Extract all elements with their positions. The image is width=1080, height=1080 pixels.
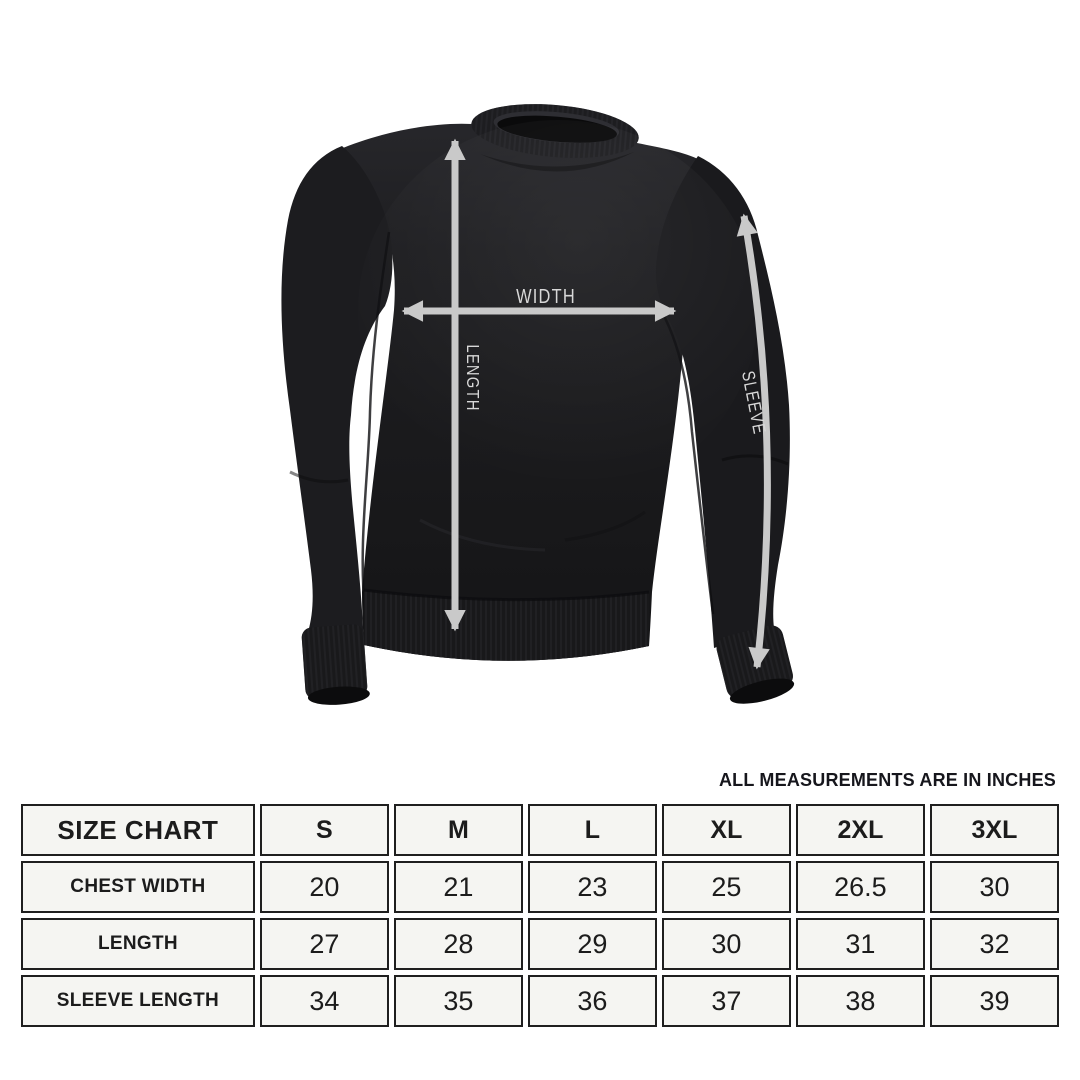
left-elbow-crease (289, 470, 349, 484)
hem-band (363, 588, 650, 661)
cell-length-s: 27 (259, 918, 389, 970)
cell-sleeve-2xl: 38 (795, 975, 925, 1027)
size-col-header-3xl: 3XL (929, 804, 1059, 856)
size-col-header-l: L (527, 804, 657, 856)
sweatshirt-graphic (281, 104, 795, 705)
cell-chest-s: 20 (259, 861, 389, 913)
cell-length-l: 29 (527, 918, 657, 970)
cell-length-m: 28 (393, 918, 523, 970)
row-label-length: LENGTH (21, 918, 255, 970)
size-table-header-row: SIZE CHART S M L XL 2XL 3XL (21, 804, 1059, 856)
cell-sleeve-s: 34 (259, 975, 389, 1027)
row-label-chest-width: CHEST WIDTH (21, 861, 255, 913)
sleeve-arrow (736, 213, 771, 670)
body-wrinkle (419, 518, 546, 552)
cell-chest-l: 23 (527, 861, 657, 913)
cell-chest-2xl: 26.5 (795, 861, 925, 913)
cell-chest-3xl: 30 (929, 861, 1059, 913)
cell-sleeve-l: 36 (527, 975, 657, 1027)
size-col-header-xl: XL (661, 804, 791, 856)
cell-sleeve-m: 35 (393, 975, 523, 1027)
cell-chest-m: 21 (393, 861, 523, 913)
measurement-arrows (401, 138, 771, 670)
length-label: LENGTH (463, 344, 483, 411)
cell-sleeve-3xl: 39 (929, 975, 1059, 1027)
measurements-note: ALL MEASUREMENTS ARE IN INCHES (718, 770, 1056, 790)
width-label: WIDTH (516, 284, 576, 307)
cell-length-3xl: 32 (929, 918, 1059, 970)
body-wrinkle (564, 510, 646, 542)
size-table: SIZE CHART S M L XL 2XL 3XL CHEST WIDTH … (16, 799, 1064, 1032)
table-row-sleeve-length: SLEEVE LENGTH 34 35 36 37 38 39 (21, 975, 1059, 1027)
sweatshirt-illustration: WIDTH LENGTH SLEEVE (281, 104, 795, 705)
size-col-header-m: M (393, 804, 523, 856)
cell-sleeve-xl: 37 (661, 975, 791, 1027)
row-label-sleeve-length: SLEEVE LENGTH (21, 975, 255, 1027)
size-col-header-s: S (259, 804, 389, 856)
cell-length-xl: 30 (661, 918, 791, 970)
sweatshirt-measurement-diagram: WIDTH LENGTH SLEEVE (281, 104, 795, 705)
table-row-length: LENGTH 27 28 29 30 31 32 (21, 918, 1059, 970)
size-col-header-2xl: 2XL (795, 804, 925, 856)
size-chart-title-cell: SIZE CHART (21, 804, 255, 856)
cell-length-2xl: 31 (795, 918, 925, 970)
left-cuff (301, 624, 370, 705)
table-row-chest-width: CHEST WIDTH 20 21 23 25 26.5 30 (21, 861, 1059, 913)
cell-chest-xl: 25 (661, 861, 791, 913)
